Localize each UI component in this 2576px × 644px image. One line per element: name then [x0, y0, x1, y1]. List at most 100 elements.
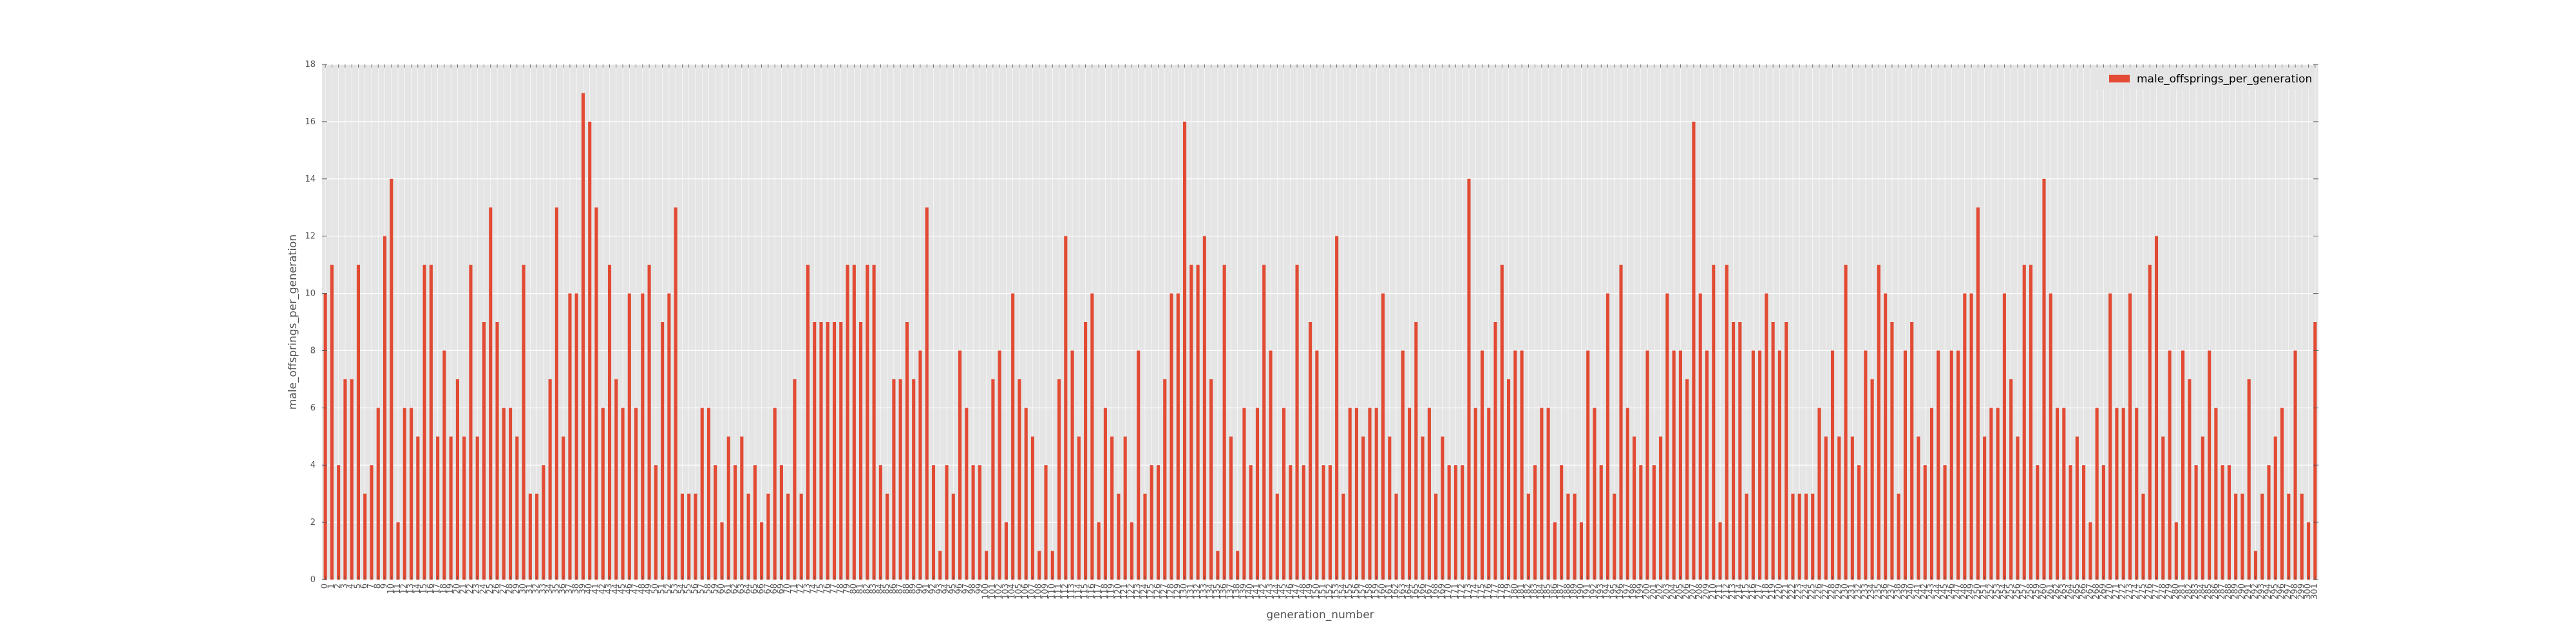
x-tick-label: 125 — [1146, 583, 1156, 600]
x-tick-label: 225 — [1808, 583, 1817, 600]
bar — [1321, 465, 1325, 580]
bar — [2009, 379, 2013, 580]
x-tick-label: 239 — [1900, 583, 1909, 600]
x-tick-label: 236 — [1880, 583, 1890, 600]
bar — [1765, 293, 1768, 580]
x-tick-label: 245 — [1940, 583, 1949, 600]
x-tick-label: 280 — [2171, 583, 2181, 600]
bar — [1956, 350, 1960, 580]
x-tick-label: 227 — [1821, 583, 1830, 600]
bar — [1910, 322, 1914, 580]
x-tick-label: 71 — [790, 583, 799, 594]
bar — [753, 465, 757, 580]
x-tick-label: 37 — [565, 583, 574, 594]
bar — [991, 379, 995, 580]
bar — [2194, 465, 2198, 580]
bar — [1493, 322, 1497, 580]
x-tick-label: 14 — [413, 583, 422, 594]
bar — [1500, 265, 1504, 580]
x-tick-label: 188 — [1563, 583, 1573, 600]
x-tick-label: 195 — [1609, 583, 1619, 600]
bar — [1712, 265, 1716, 580]
bar — [2055, 408, 2060, 580]
x-tick-label: 22 — [466, 583, 475, 594]
bar — [1467, 178, 1471, 580]
x-tick-label: 32 — [532, 583, 542, 594]
x-tick-label: 8 — [373, 583, 383, 589]
x-tick-label: 24 — [478, 583, 488, 594]
bar — [422, 265, 426, 580]
bar — [2287, 493, 2291, 580]
x-tick-label: 133 — [1199, 583, 1209, 600]
bar — [634, 408, 638, 580]
x-tick-label: 292 — [2250, 583, 2260, 600]
x-tick-label: 230 — [1841, 583, 1850, 600]
x-tick-label: 251 — [1980, 583, 1989, 600]
bar — [1037, 551, 1041, 580]
x-tick-label: 26 — [492, 583, 502, 594]
bar — [1156, 465, 1160, 580]
x-tick-label: 3 — [340, 583, 350, 589]
bar — [614, 379, 618, 580]
x-tick-label: 105 — [1014, 583, 1024, 600]
x-ticks — [325, 64, 2316, 580]
bar — [1024, 408, 1028, 580]
x-tick-label: 128 — [1166, 583, 1176, 600]
bar — [455, 379, 459, 580]
bar — [383, 236, 387, 580]
bar — [2148, 265, 2152, 580]
x-tick-label: 270 — [2105, 583, 2115, 600]
x-tick-label: 180 — [1510, 583, 1520, 600]
bar — [866, 265, 869, 580]
bar — [1969, 293, 1973, 580]
bar — [1236, 551, 1240, 580]
x-tick-label: 166 — [1417, 583, 1427, 600]
bar — [2002, 293, 2006, 580]
x-tick-label: 29 — [512, 583, 522, 594]
bar — [627, 293, 631, 580]
bar — [1566, 493, 1570, 580]
bar — [2082, 465, 2086, 580]
bar — [1593, 408, 1596, 580]
bar — [965, 408, 969, 580]
bar — [1348, 408, 1352, 580]
bar — [542, 465, 545, 580]
x-tick-label: 135 — [1213, 583, 1222, 600]
bar — [1745, 493, 1748, 580]
x-tick-label: 156 — [1351, 583, 1361, 600]
x-tick-label: 118 — [1100, 583, 1110, 600]
bar — [1216, 551, 1220, 580]
x-tick-label: 82 — [862, 583, 872, 594]
x-tick-label: 223 — [1794, 583, 1804, 600]
bar — [621, 408, 625, 580]
x-tick-label: 254 — [1999, 583, 2009, 600]
x-tick-label: 108 — [1034, 583, 1044, 600]
x-tick-label: 243 — [1927, 583, 1937, 600]
bar — [647, 265, 651, 580]
y-tick-label: 4 — [310, 460, 316, 470]
x-tick-label: 216 — [1748, 583, 1757, 600]
x-tick-label: 101 — [988, 583, 998, 600]
x-tick-label: 173 — [1464, 583, 1473, 600]
bar — [714, 465, 717, 580]
bar — [528, 493, 532, 580]
bar — [2154, 236, 2159, 580]
bars — [323, 93, 2317, 580]
x-tick-label: 288 — [2224, 583, 2233, 600]
x-tick-label: 25 — [486, 583, 495, 594]
x-tick-label: 242 — [1920, 583, 1929, 600]
bar — [2253, 551, 2258, 580]
x-tick-label: 301 — [2310, 583, 2320, 600]
bar — [938, 551, 942, 580]
x-tick-label: 281 — [2178, 583, 2188, 600]
x-tick-label: 250 — [1973, 583, 1982, 600]
bar — [971, 465, 975, 580]
x-tick-label: 12 — [399, 583, 409, 594]
bar — [1289, 465, 1293, 580]
x-tick-label: 77 — [829, 583, 839, 594]
bar — [554, 207, 558, 580]
x-tick-label: 155 — [1345, 583, 1354, 600]
bar — [1540, 408, 1544, 580]
bar — [2247, 379, 2251, 580]
bar — [2221, 465, 2224, 580]
